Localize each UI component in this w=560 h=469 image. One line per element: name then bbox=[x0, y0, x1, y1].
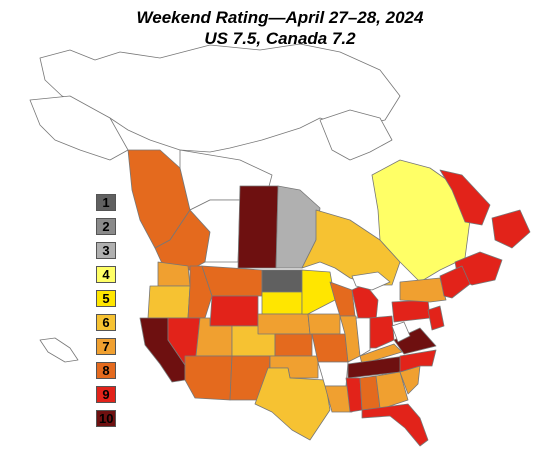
region-quebec bbox=[371, 159, 471, 283]
region-minnesota bbox=[301, 269, 336, 315]
region-iowa bbox=[307, 313, 341, 335]
region-kentucky bbox=[359, 343, 403, 365]
region-labrador bbox=[439, 169, 491, 226]
legend-item: 10 bbox=[92, 406, 116, 430]
legend-swatch: 8 bbox=[96, 361, 116, 379]
region-new-jersey-maryland bbox=[427, 305, 445, 331]
legend-item: 1 bbox=[92, 190, 116, 214]
region-south-dakota bbox=[261, 291, 303, 315]
legend-item: 8 bbox=[92, 358, 116, 382]
region-missouri bbox=[311, 333, 349, 363]
legend-swatch: 10 bbox=[96, 409, 116, 427]
region-saskatchewan bbox=[237, 185, 279, 269]
legend-swatch: 3 bbox=[96, 241, 116, 259]
region-newfoundland bbox=[491, 209, 531, 249]
region-indiana bbox=[355, 317, 371, 357]
legend-item: 2 bbox=[92, 214, 116, 238]
map-title: Weekend Rating—April 27–28, 2024 bbox=[136, 8, 424, 27]
legend-swatch: 2 bbox=[96, 217, 116, 235]
region-texas bbox=[254, 367, 331, 441]
legend-label: 9 bbox=[102, 386, 110, 402]
legend-label: 3 bbox=[102, 242, 110, 258]
region-washington bbox=[157, 261, 191, 287]
region-nebraska bbox=[257, 313, 311, 335]
legend-label: 8 bbox=[102, 362, 110, 378]
region-kansas bbox=[274, 333, 313, 357]
legend-label: 1 bbox=[102, 194, 110, 210]
legend-swatch: 7 bbox=[96, 337, 116, 355]
region-alaska bbox=[29, 95, 129, 161]
legend-item: 5 bbox=[92, 286, 116, 310]
great-lakes bbox=[351, 271, 391, 291]
region-arizona bbox=[184, 355, 233, 401]
region-nunavut-islands bbox=[319, 109, 393, 161]
legend-swatch: 4 bbox=[96, 265, 116, 283]
legend-label: 4 bbox=[102, 266, 110, 282]
region-wyoming bbox=[209, 295, 259, 327]
legend-item: 7 bbox=[92, 334, 116, 358]
region-virginia bbox=[393, 327, 437, 355]
rating-legend: 1 2 3 4 5 6 7 8 9 10 bbox=[92, 190, 116, 430]
region-oregon bbox=[147, 285, 191, 319]
region-north-dakota bbox=[261, 269, 303, 293]
legend-swatch: 9 bbox=[96, 385, 116, 403]
legend-label: 2 bbox=[102, 218, 110, 234]
legend-label: 6 bbox=[102, 314, 110, 330]
region-hawaii bbox=[39, 337, 79, 363]
legend-item: 6 bbox=[92, 310, 116, 334]
legend-item: 4 bbox=[92, 262, 116, 286]
region-illinois bbox=[339, 315, 361, 363]
region-montana bbox=[201, 265, 263, 297]
map-subtitle: US 7.5, Canada 7.2 bbox=[204, 29, 356, 48]
legend-swatch: 6 bbox=[96, 313, 116, 331]
region-new-york bbox=[399, 277, 447, 303]
region-pennsylvania bbox=[391, 299, 431, 323]
region-new-england bbox=[439, 265, 471, 299]
region-georgia bbox=[375, 371, 409, 409]
legend-item: 3 bbox=[92, 238, 116, 262]
legend-label: 7 bbox=[102, 338, 110, 354]
legend-swatch: 5 bbox=[96, 289, 116, 307]
legend-swatch: 1 bbox=[96, 193, 116, 211]
region-ohio bbox=[369, 315, 395, 349]
legend-label: 10 bbox=[99, 410, 114, 426]
region-north-carolina bbox=[399, 349, 437, 373]
legend-label: 5 bbox=[102, 290, 110, 306]
legend-item: 9 bbox=[92, 382, 116, 406]
region-florida bbox=[361, 403, 429, 447]
region-west-virginia bbox=[391, 321, 411, 343]
